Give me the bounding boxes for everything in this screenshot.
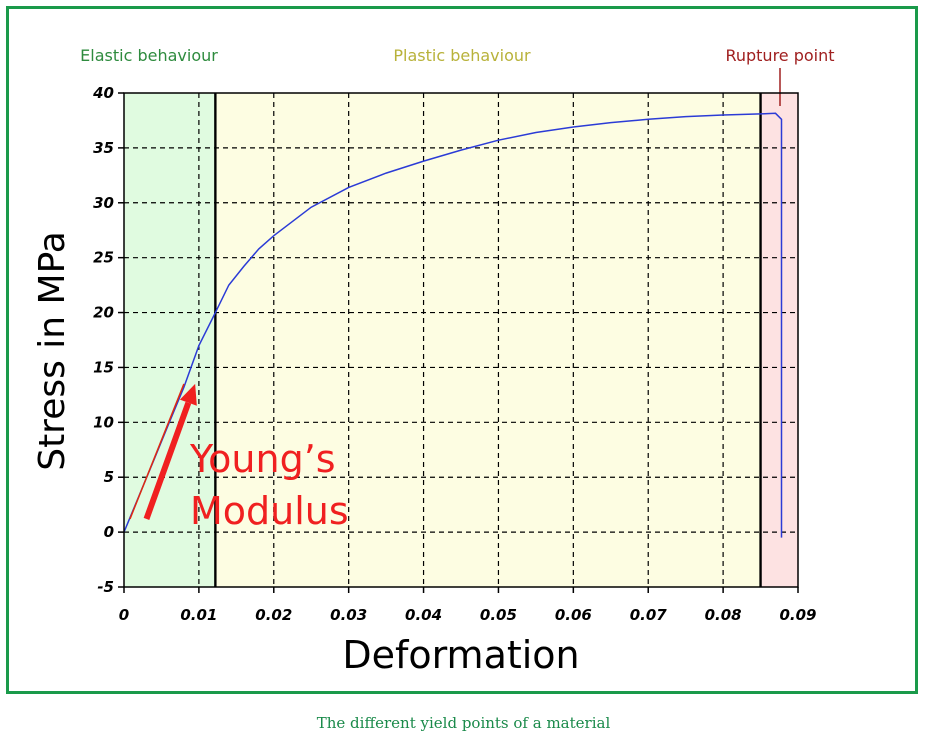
y-tick-label-6: 10: [93, 413, 114, 431]
region-2: [760, 93, 798, 587]
y-tick-label-3: 25: [93, 249, 114, 267]
annotation-text-line-1: Modulus: [190, 489, 349, 533]
zone-label-0: Elastic behaviour: [80, 46, 218, 65]
y-tick-label-5: 15: [93, 358, 114, 376]
annotation-layer: Young’s Modulus: [143, 383, 349, 533]
x-tick-label-0: 0: [119, 606, 129, 624]
x-tick-label-3: 0.03: [330, 606, 367, 624]
x-axis-label: Deformation: [342, 633, 579, 677]
x-tick-label-1: 0.01: [180, 606, 217, 624]
zone-label-2: Rupture point: [725, 46, 834, 65]
plot-border: [123, 92, 799, 588]
region-0: [124, 93, 216, 587]
y-tick-label-7: 5: [104, 468, 114, 486]
figure-caption: The different yield points of a material: [316, 714, 611, 732]
axes-layer: 0 0.01 0.02 0.03 0.04 0.05 0.06 0.07 0.08 0.09 40 3…: [92, 84, 816, 624]
y-tick-label-2: 30: [93, 194, 114, 212]
y-tick-label-9: -5: [97, 578, 114, 596]
y-tick-label-0: 40: [92, 84, 114, 102]
x-tick-label-2: 0.02: [255, 606, 292, 624]
curve-layer: [123, 112, 783, 538]
region-1: [215, 93, 761, 587]
y-tick-label-8: 0: [104, 523, 114, 541]
y-axis-label: Stress in MPa: [32, 231, 73, 471]
y-tick-label-1: 35: [93, 139, 114, 157]
x-tick-label-7: 0.07: [630, 606, 668, 624]
stress-strain-curve: [123, 112, 783, 538]
annotation-text-line-0: Young’s: [189, 437, 336, 481]
stress-strain-chart: Elastic behaviour Plastic behaviour Ruptur…: [32, 46, 835, 677]
x-tick-label-9: 0.09: [779, 606, 816, 624]
zone-labels-layer: Elastic behaviour Plastic behaviour Ruptur…: [80, 46, 835, 106]
annotation-arrow-shaft: [143, 401, 192, 520]
regions-layer: [124, 93, 798, 587]
boundary-layer: [214, 93, 762, 587]
x-tick-label-5: 0.05: [480, 606, 517, 624]
zone-label-1: Plastic behaviour: [393, 46, 531, 65]
x-tick-label-4: 0.04: [405, 606, 442, 624]
youngs-modulus-tangent: [129, 383, 185, 520]
annotation-arrow-head: [179, 383, 197, 406]
y-tick-label-4: 20: [93, 304, 114, 322]
x-tick-label-6: 0.06: [555, 606, 592, 624]
grid-layer: [124, 93, 798, 587]
x-tick-label-8: 0.08: [705, 606, 742, 624]
